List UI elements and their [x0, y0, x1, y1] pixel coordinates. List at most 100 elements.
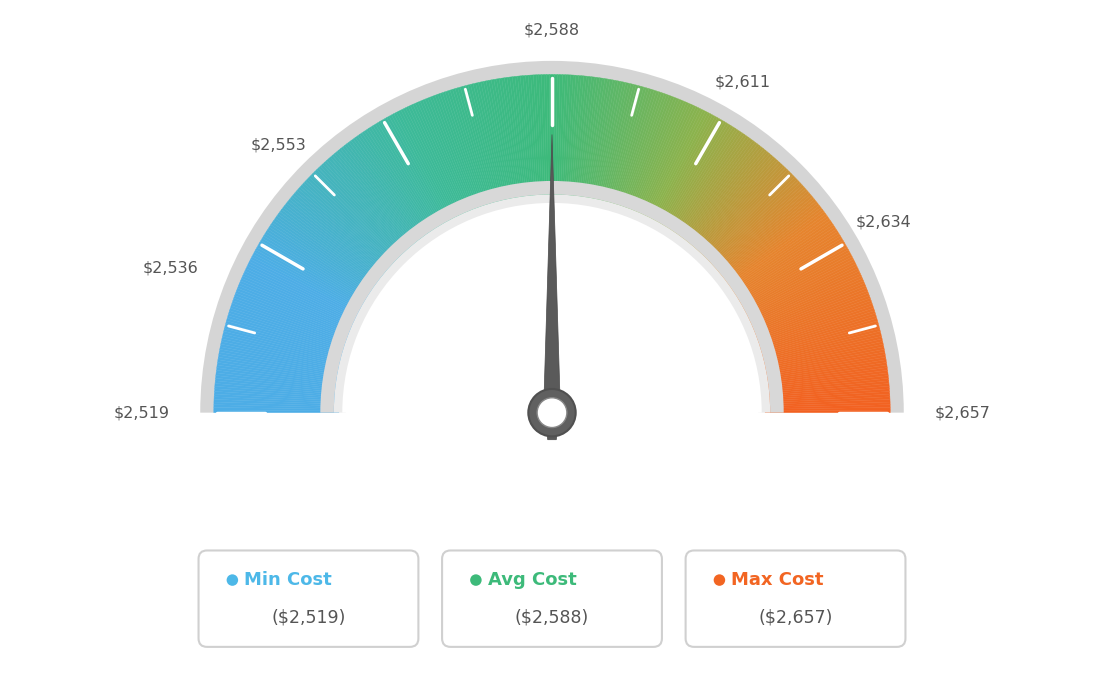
Wedge shape [743, 264, 857, 320]
Wedge shape [622, 92, 665, 212]
Wedge shape [761, 346, 884, 373]
Wedge shape [270, 223, 375, 294]
Wedge shape [227, 316, 348, 353]
Wedge shape [362, 131, 434, 237]
Wedge shape [360, 133, 433, 237]
Wedge shape [764, 378, 889, 393]
Wedge shape [761, 344, 883, 371]
Wedge shape [753, 301, 872, 344]
Wedge shape [358, 135, 431, 238]
Wedge shape [735, 241, 845, 306]
Wedge shape [645, 108, 701, 221]
Wedge shape [571, 76, 584, 201]
Wedge shape [399, 110, 457, 223]
Wedge shape [325, 161, 410, 255]
Wedge shape [756, 316, 877, 353]
Wedge shape [702, 173, 793, 263]
Wedge shape [408, 106, 463, 220]
Wedge shape [696, 162, 782, 256]
Wedge shape [224, 326, 346, 359]
Wedge shape [559, 75, 565, 199]
Wedge shape [635, 101, 687, 217]
Wedge shape [680, 142, 757, 244]
Text: $2,536: $2,536 [142, 261, 198, 276]
Wedge shape [649, 111, 708, 224]
Wedge shape [234, 295, 352, 340]
Wedge shape [679, 141, 755, 242]
Wedge shape [587, 79, 611, 203]
Wedge shape [750, 288, 868, 336]
Wedge shape [626, 95, 671, 213]
Wedge shape [242, 276, 357, 328]
Wedge shape [764, 375, 889, 391]
Wedge shape [214, 386, 340, 397]
Wedge shape [558, 75, 563, 199]
Wedge shape [658, 119, 722, 228]
Wedge shape [259, 241, 369, 306]
Wedge shape [627, 96, 675, 214]
Wedge shape [675, 136, 749, 239]
Wedge shape [546, 75, 550, 199]
Wedge shape [751, 290, 869, 337]
Wedge shape [528, 75, 539, 200]
Wedge shape [214, 410, 339, 413]
Wedge shape [265, 231, 372, 300]
Wedge shape [585, 79, 607, 202]
Wedge shape [499, 78, 520, 202]
Wedge shape [520, 76, 533, 201]
Wedge shape [728, 220, 831, 293]
Text: $2,634: $2,634 [856, 214, 911, 229]
Text: Min Cost: Min Cost [244, 571, 332, 589]
Wedge shape [413, 104, 466, 219]
Wedge shape [582, 78, 603, 202]
Wedge shape [246, 266, 360, 322]
Wedge shape [286, 201, 385, 281]
Wedge shape [253, 252, 364, 313]
Wedge shape [725, 216, 829, 290]
Wedge shape [741, 257, 853, 316]
Wedge shape [455, 88, 492, 208]
Wedge shape [251, 257, 363, 316]
Wedge shape [669, 130, 740, 235]
Wedge shape [676, 137, 751, 240]
Wedge shape [349, 141, 425, 242]
Wedge shape [216, 371, 341, 388]
Wedge shape [763, 365, 888, 384]
Wedge shape [227, 313, 349, 352]
Wedge shape [344, 144, 423, 244]
Wedge shape [698, 166, 785, 259]
Circle shape [529, 389, 575, 436]
Wedge shape [604, 84, 636, 206]
Wedge shape [747, 276, 862, 328]
Wedge shape [690, 155, 774, 252]
Wedge shape [764, 386, 890, 397]
Wedge shape [760, 334, 881, 364]
Wedge shape [699, 168, 787, 259]
Wedge shape [733, 234, 840, 302]
Wedge shape [332, 154, 415, 250]
Wedge shape [756, 318, 878, 355]
Wedge shape [584, 78, 605, 202]
Wedge shape [355, 136, 429, 239]
Wedge shape [369, 127, 438, 234]
Wedge shape [315, 170, 404, 261]
Wedge shape [458, 87, 495, 208]
Wedge shape [719, 201, 818, 281]
Wedge shape [705, 177, 797, 266]
Wedge shape [764, 373, 889, 389]
Wedge shape [231, 303, 350, 345]
Wedge shape [433, 95, 478, 213]
Wedge shape [298, 187, 393, 272]
Wedge shape [219, 352, 342, 376]
Wedge shape [301, 183, 395, 269]
Wedge shape [221, 342, 343, 369]
Wedge shape [223, 331, 346, 363]
Wedge shape [606, 86, 641, 207]
Wedge shape [297, 189, 392, 273]
Wedge shape [453, 88, 491, 209]
Wedge shape [731, 229, 838, 299]
Wedge shape [752, 295, 870, 340]
Wedge shape [347, 142, 424, 244]
Wedge shape [707, 179, 798, 267]
Wedge shape [762, 357, 887, 380]
